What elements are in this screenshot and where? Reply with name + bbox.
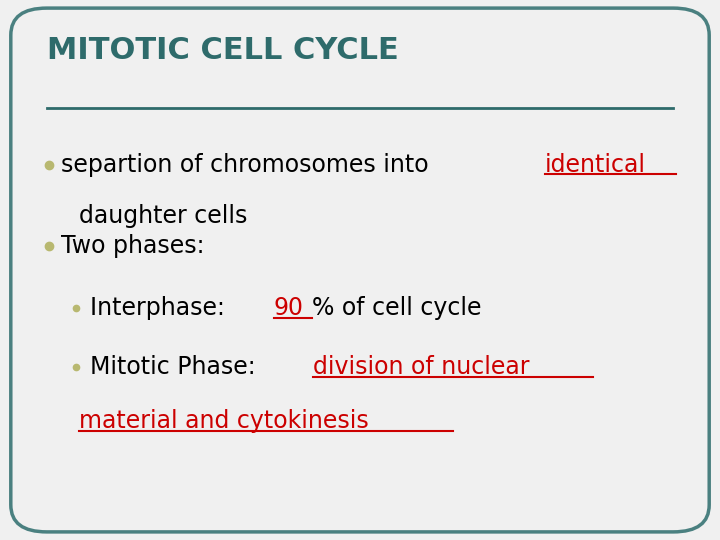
Text: Mitotic Phase:: Mitotic Phase: [90,355,263,379]
Text: identical: identical [545,153,647,177]
Text: separtion of chromosomes into: separtion of chromosomes into [61,153,436,177]
Text: MITOTIC CELL CYCLE: MITOTIC CELL CYCLE [47,36,399,65]
Text: 90: 90 [274,296,304,320]
Text: division of nuclear: division of nuclear [313,355,530,379]
Text: daughter cells: daughter cells [79,204,248,228]
Text: Two phases:: Two phases: [61,234,204,258]
Text: % of cell cycle: % of cell cycle [312,296,482,320]
Text: Interphase:: Interphase: [90,296,233,320]
FancyBboxPatch shape [11,8,709,532]
Text: material and cytokinesis: material and cytokinesis [79,409,369,433]
